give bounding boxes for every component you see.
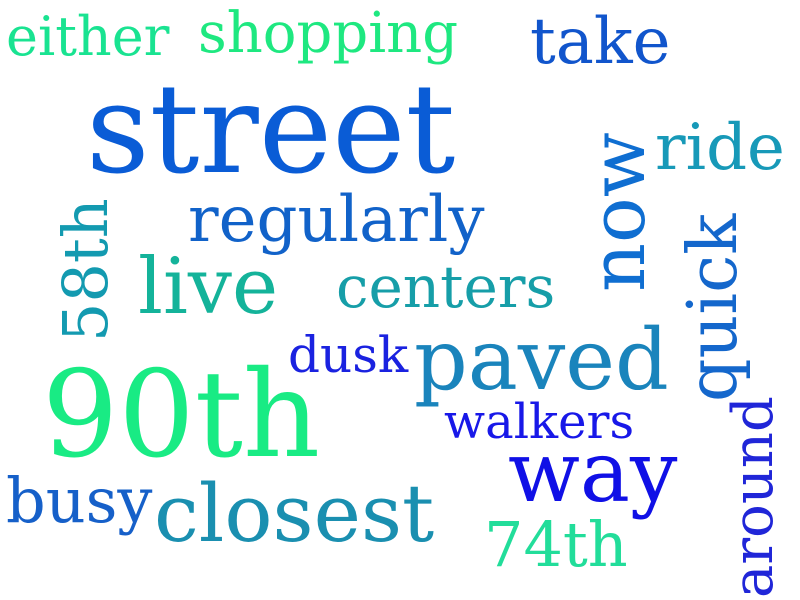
word-74th: 74th [484,508,628,581]
word-centers: centers [336,253,556,321]
word-way: way [508,423,678,521]
word-street: street [86,58,456,202]
word-now: now [573,132,662,292]
word-90th: 90th [42,346,321,485]
word-ride: ride [655,111,785,185]
word-take: take [530,5,671,79]
word-closest: closest [154,467,435,560]
word-shopping: shopping [198,1,459,66]
word-around: around [721,396,786,598]
word-dusk: dusk [288,326,409,384]
word-busy: busy [6,464,153,537]
word-quick: quick [674,213,753,402]
word-regularly: regularly [188,183,485,257]
word-either: either [6,5,170,68]
word-paved: paved [414,311,669,409]
word-live: live [138,242,279,332]
word-58th: 58th [49,198,122,342]
word-walkers: walkers [444,394,635,450]
